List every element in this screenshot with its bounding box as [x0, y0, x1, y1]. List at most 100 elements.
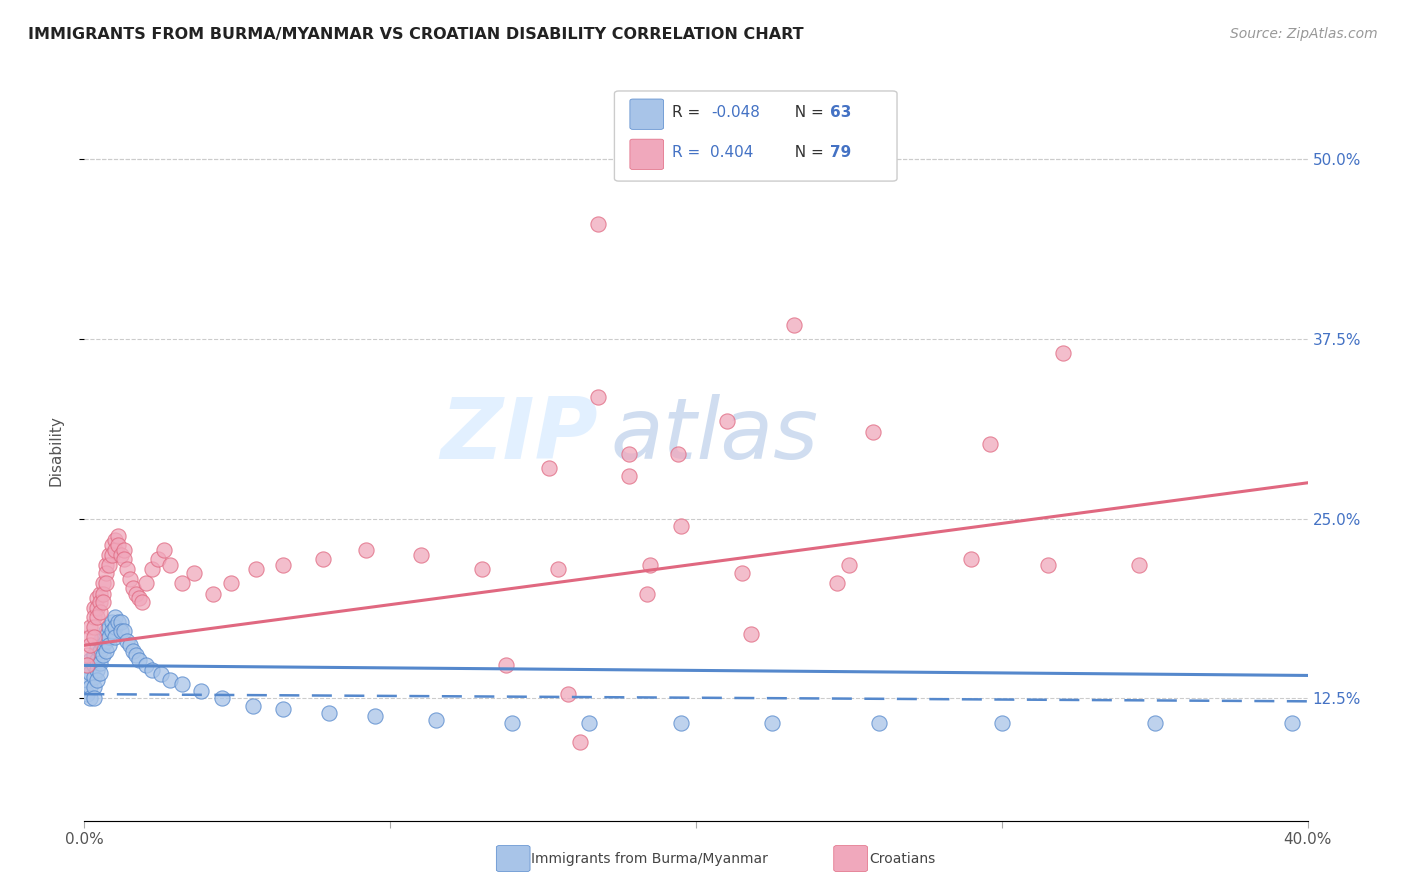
- Point: [636, 586, 658, 600]
- Point: [107, 538, 129, 552]
- Point: [669, 519, 692, 533]
- Point: [89, 656, 111, 670]
- Point: [471, 562, 494, 576]
- Point: [89, 595, 111, 609]
- Point: [1143, 715, 1166, 730]
- Point: [761, 715, 783, 730]
- Text: 79: 79: [830, 145, 851, 161]
- Point: [364, 708, 387, 723]
- Point: [112, 552, 135, 566]
- Point: [495, 658, 517, 673]
- Point: [190, 684, 212, 698]
- Point: [76, 673, 98, 687]
- Point: [115, 634, 138, 648]
- Point: [991, 715, 1014, 730]
- Point: [89, 634, 111, 648]
- Point: [86, 609, 108, 624]
- Point: [97, 630, 120, 644]
- Text: Source: ZipAtlas.com: Source: ZipAtlas.com: [1230, 27, 1378, 41]
- Point: [666, 447, 689, 461]
- Point: [79, 665, 101, 680]
- Point: [122, 644, 145, 658]
- Text: IMMIGRANTS FROM BURMA/MYANMAR VS CROATIAN DISABILITY CORRELATION CHART: IMMIGRANTS FROM BURMA/MYANMAR VS CROATIA…: [28, 27, 804, 42]
- Point: [79, 619, 101, 633]
- Point: [125, 648, 148, 663]
- Point: [83, 680, 105, 694]
- Point: [97, 548, 120, 562]
- Point: [172, 576, 194, 591]
- Point: [146, 552, 169, 566]
- Point: [76, 687, 98, 701]
- Y-axis label: Disability: Disability: [49, 415, 63, 486]
- Point: [97, 638, 120, 652]
- Point: [617, 468, 640, 483]
- Point: [97, 558, 120, 572]
- Point: [83, 670, 105, 684]
- Point: [1052, 346, 1074, 360]
- Point: [112, 543, 135, 558]
- Point: [94, 634, 117, 648]
- Point: [101, 538, 124, 552]
- Point: [979, 437, 1001, 451]
- Point: [86, 641, 108, 656]
- Point: [94, 576, 117, 591]
- Point: [825, 576, 848, 591]
- Point: [94, 644, 117, 658]
- Point: [107, 615, 129, 630]
- Point: [869, 715, 891, 730]
- Text: N =: N =: [785, 105, 828, 120]
- Point: [104, 619, 127, 633]
- Point: [568, 734, 591, 748]
- Point: [91, 586, 114, 600]
- Point: [91, 576, 114, 591]
- Point: [271, 701, 294, 715]
- Point: [112, 624, 135, 638]
- Point: [131, 595, 153, 609]
- Point: [89, 644, 111, 658]
- Text: Immigrants from Burma/Myanmar: Immigrants from Burma/Myanmar: [531, 852, 768, 865]
- Point: [731, 566, 754, 581]
- Point: [104, 533, 127, 548]
- Point: [838, 558, 860, 572]
- Point: [862, 425, 884, 440]
- Text: -0.048: -0.048: [711, 105, 761, 120]
- Point: [409, 548, 432, 562]
- Point: [141, 562, 163, 576]
- Point: [94, 566, 117, 581]
- Point: [159, 558, 181, 572]
- Point: [94, 624, 117, 638]
- Point: [586, 217, 609, 231]
- Point: [219, 576, 242, 591]
- Point: [312, 552, 335, 566]
- Point: [547, 562, 569, 576]
- Point: [91, 648, 114, 663]
- Text: N =: N =: [785, 145, 828, 161]
- Text: ZIP: ZIP: [440, 394, 598, 477]
- Point: [79, 691, 101, 706]
- Point: [83, 609, 105, 624]
- Point: [89, 665, 111, 680]
- Point: [425, 713, 447, 727]
- Point: [86, 591, 108, 605]
- Text: 63: 63: [830, 105, 851, 120]
- Point: [76, 658, 98, 673]
- Point: [669, 715, 692, 730]
- Point: [638, 558, 661, 572]
- Point: [94, 558, 117, 572]
- Point: [183, 566, 205, 581]
- Point: [122, 581, 145, 595]
- Point: [617, 447, 640, 461]
- Point: [245, 562, 267, 576]
- Point: [578, 715, 600, 730]
- Point: [79, 630, 101, 644]
- Point: [83, 619, 105, 633]
- Text: R =  0.404: R = 0.404: [672, 145, 754, 161]
- Point: [101, 615, 124, 630]
- Point: [242, 698, 264, 713]
- Point: [91, 630, 114, 644]
- Point: [101, 548, 124, 562]
- Point: [86, 600, 108, 615]
- Point: [76, 648, 98, 663]
- Point: [104, 609, 127, 624]
- Point: [86, 673, 108, 687]
